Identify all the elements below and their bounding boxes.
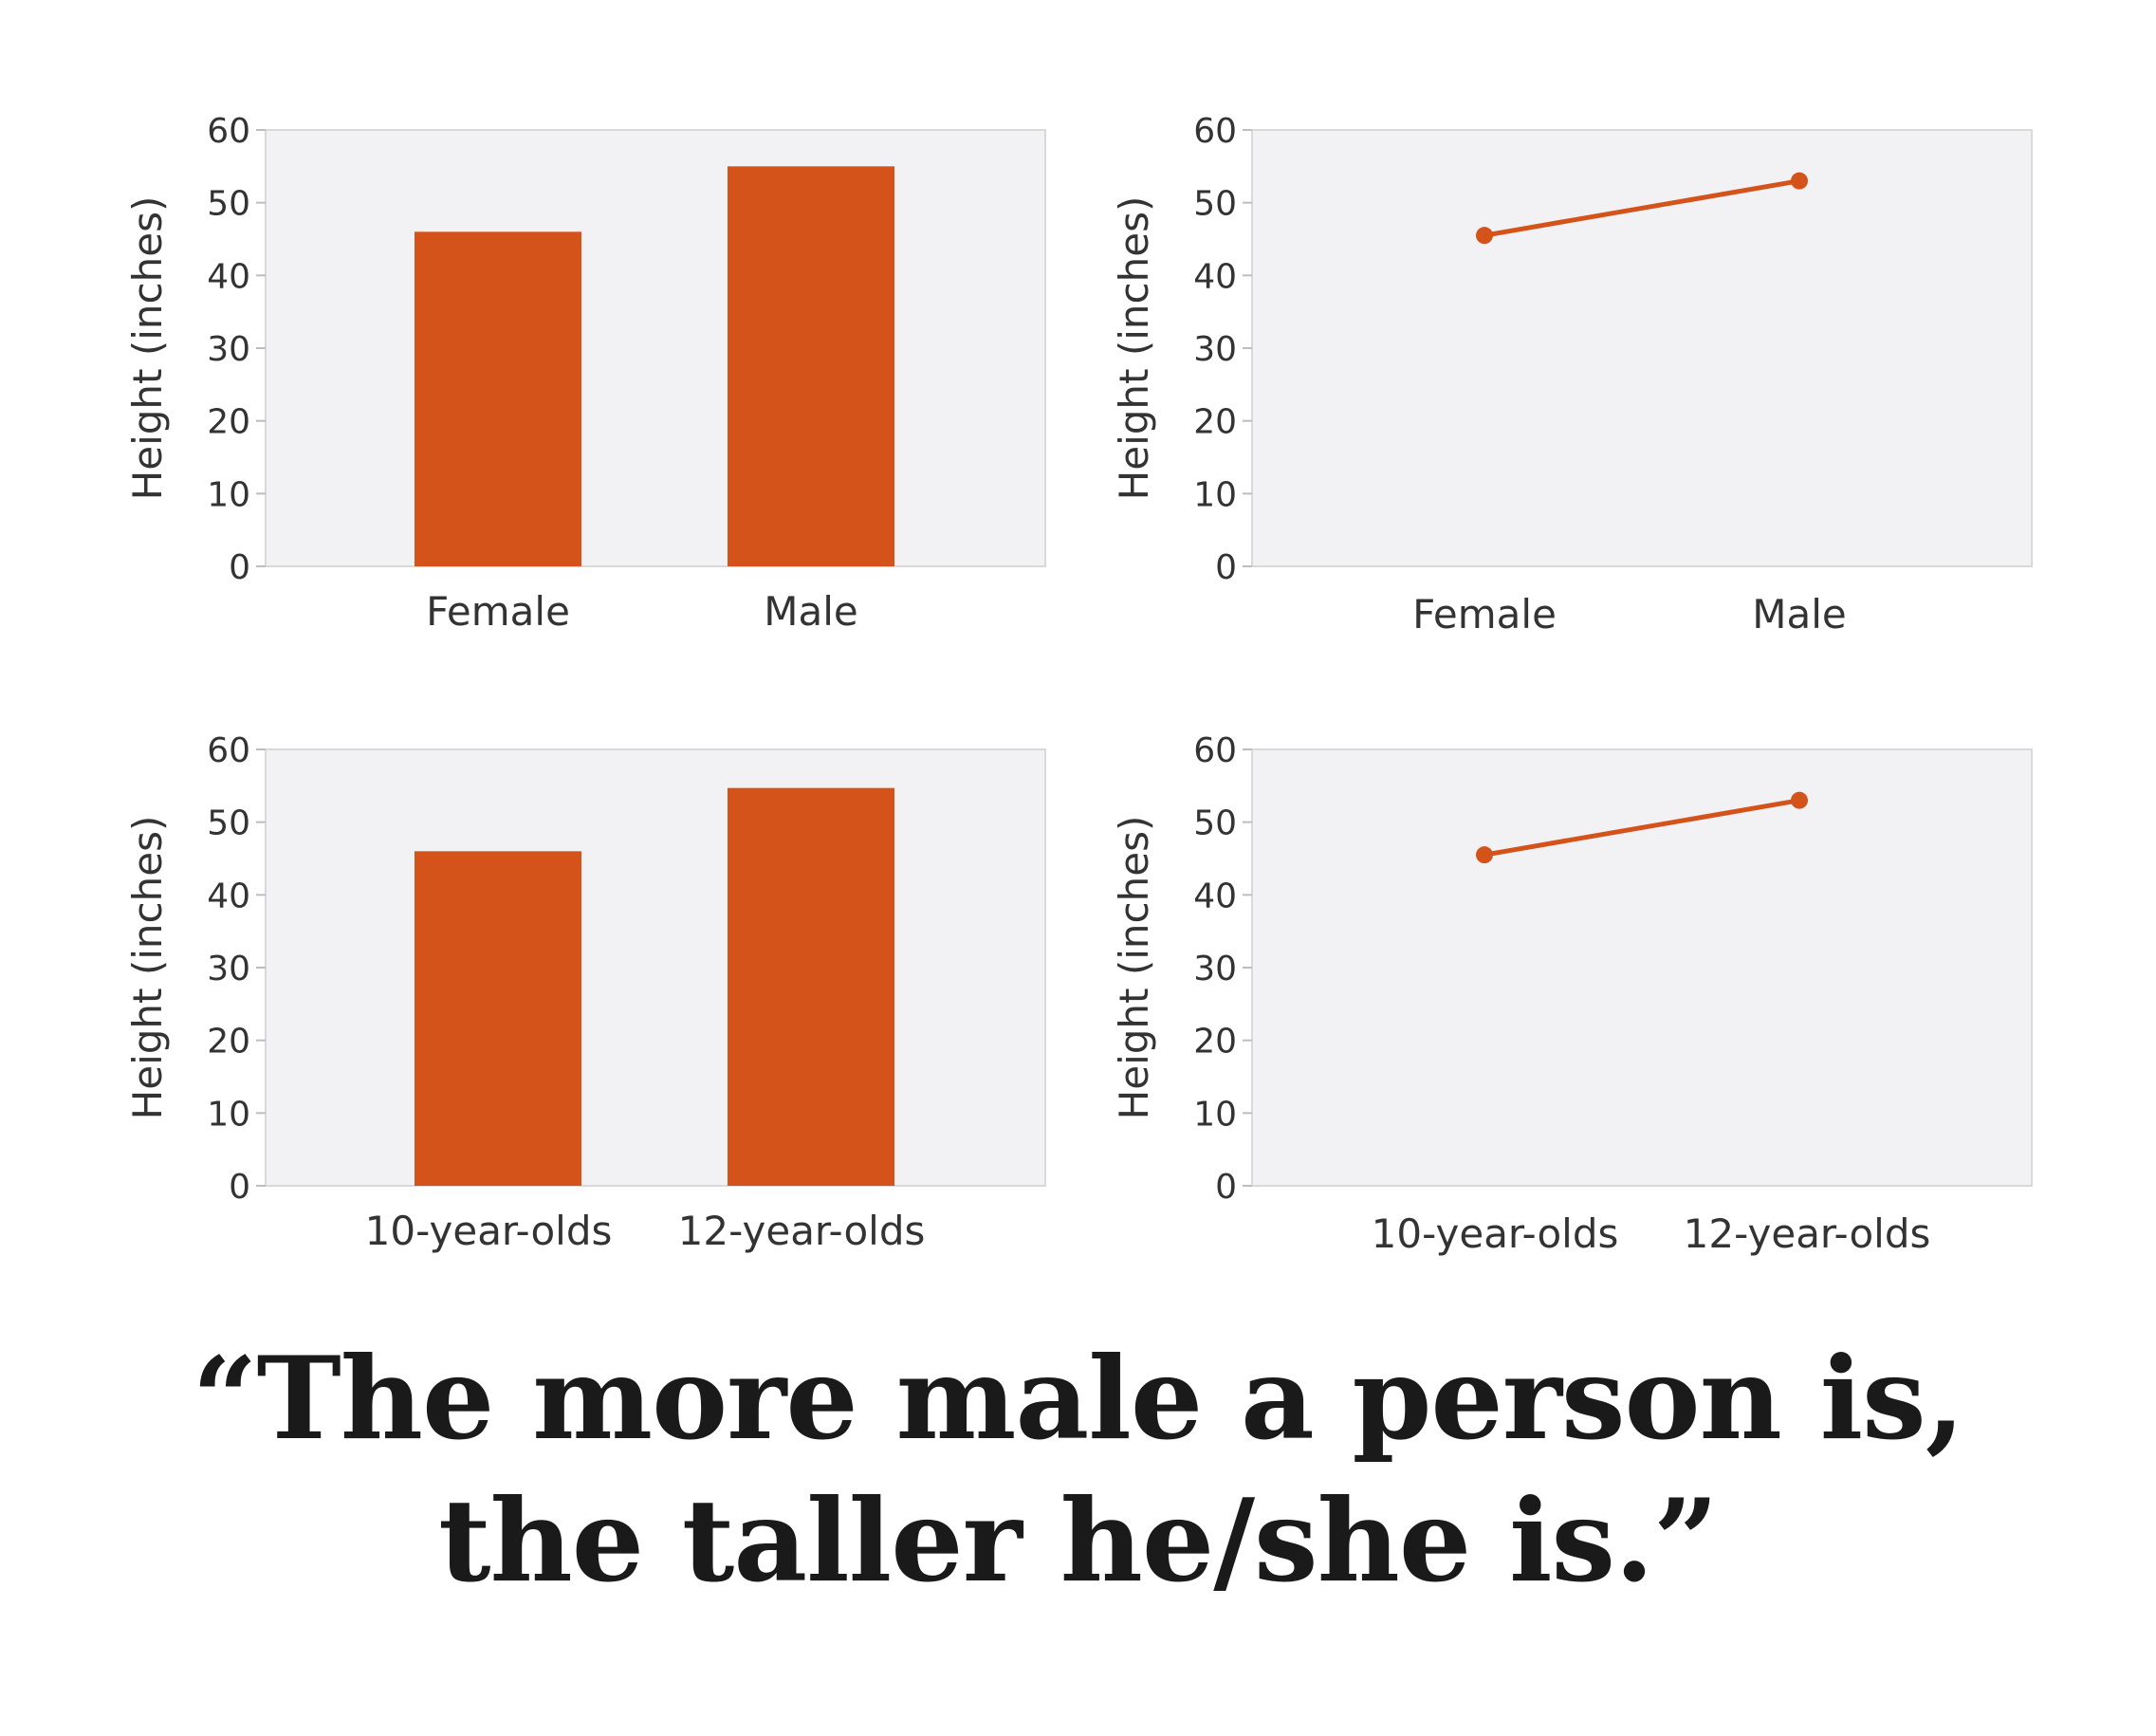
chart-panel-3: 0 10 20 30 40 50 60 Height (inches) 10-year-olds… <box>124 731 1046 1254</box>
y-tick-label: 50 <box>207 185 250 224</box>
bar-male <box>728 166 894 567</box>
y-axis-title: Height (inches) <box>1111 196 1157 501</box>
y-tick-label: 30 <box>1193 950 1237 988</box>
bar-10-year-olds <box>415 851 581 1186</box>
y-tick-label: 40 <box>207 257 250 296</box>
y-tick-label: 60 <box>207 731 250 770</box>
x-category-label: 10-year-olds <box>1372 1210 1619 1257</box>
y-tick-label: 0 <box>1215 1168 1237 1207</box>
point-male <box>1791 172 1808 190</box>
y-axis-title: Height (inches) <box>124 196 171 501</box>
y-tick-label: 60 <box>1193 731 1237 770</box>
y-tick-label: 20 <box>1193 1023 1237 1062</box>
bar-female <box>415 231 581 567</box>
y-tick-label: 0 <box>229 1168 250 1207</box>
y-tick-label: 30 <box>207 330 250 369</box>
y-tick-label: 20 <box>207 1023 250 1062</box>
y-axis-title: Height (inches) <box>124 816 171 1120</box>
y-tick-label: 10 <box>207 1095 250 1134</box>
y-tick-label: 20 <box>1193 403 1237 442</box>
plot-area <box>1251 129 2033 567</box>
point-female <box>1476 227 1493 245</box>
point-12-year-olds <box>1791 791 1808 809</box>
y-tick-label: 40 <box>1193 877 1237 915</box>
x-category-label: 12-year-olds <box>1684 1210 1931 1257</box>
plot-area <box>265 748 1046 1187</box>
series-line <box>1483 798 1800 858</box>
x-category-label: Male <box>1752 591 1846 637</box>
bar-12-year-olds <box>728 787 894 1186</box>
plot-area <box>1251 748 2033 1187</box>
y-tick-label: 60 <box>1193 112 1237 151</box>
quote-line-1: “The more male a person is, <box>192 1332 1964 1466</box>
plot-area <box>265 129 1046 567</box>
y-tick-label: 60 <box>207 112 250 151</box>
y-tick-label: 30 <box>1193 330 1237 369</box>
x-category-label: 10-year-olds <box>365 1208 613 1254</box>
chart-grid: 0 10 20 30 40 50 60 Height (inches) Female Male 0 1… <box>124 112 2033 1257</box>
y-tick-label: 0 <box>1215 548 1237 587</box>
chart-panel-1: 0 10 20 30 40 50 60 Height (inches) Female Male <box>124 112 1046 635</box>
y-tick-label: 50 <box>1193 804 1237 843</box>
x-category-label: Male <box>764 588 857 635</box>
quote-caption: “The more male a person is, the taller h… <box>0 1328 2156 1613</box>
y-tick-label: 40 <box>1193 257 1237 296</box>
y-tick-label: 0 <box>229 548 250 587</box>
point-10-year-olds <box>1476 846 1493 864</box>
y-tick-label: 30 <box>207 950 250 988</box>
y-tick-label: 10 <box>1193 475 1237 514</box>
chart-panel-4: 0 10 20 30 40 50 60 Height (inches) 10-year-olds… <box>1111 731 2033 1257</box>
y-tick-label: 20 <box>207 403 250 442</box>
x-category-label: Female <box>1412 591 1557 637</box>
y-axis-title: Height (inches) <box>1111 816 1157 1120</box>
quote-line-2: the taller he/she is.” <box>438 1474 1719 1608</box>
series-line <box>1483 178 1800 238</box>
x-category-label: 12-year-olds <box>678 1208 926 1254</box>
y-tick-label: 40 <box>207 877 250 915</box>
y-tick-label: 50 <box>207 804 250 843</box>
y-tick-label: 50 <box>1193 185 1237 224</box>
x-category-label: Female <box>426 588 570 635</box>
y-tick-label: 10 <box>1193 1095 1237 1134</box>
y-tick-label: 10 <box>207 475 250 514</box>
chart-panel-2: 0 10 20 30 40 50 60 Height (inches) Female Male <box>1111 112 2033 637</box>
